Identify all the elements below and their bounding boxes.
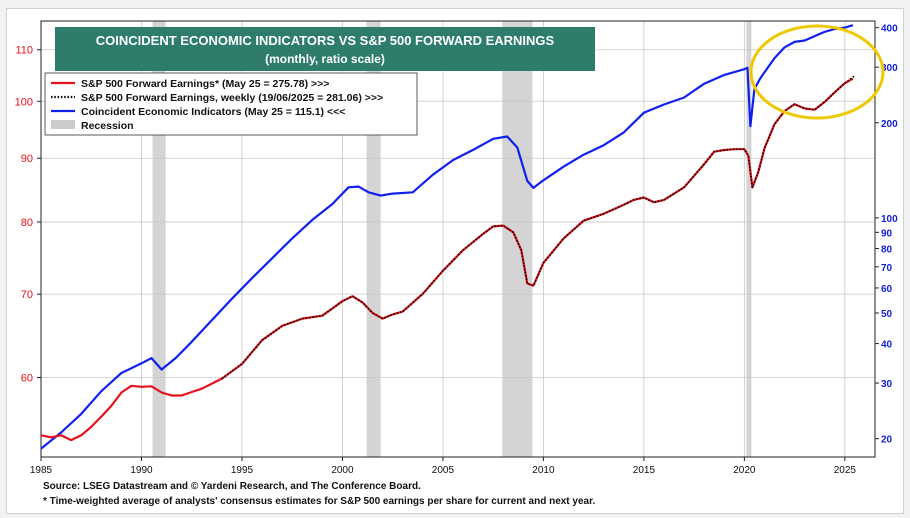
x-tick-label: 1985: [30, 465, 53, 476]
right-tick-label: 90: [881, 228, 893, 239]
plot-border: [40, 20, 876, 458]
legend-label: S&P 500 Forward Earnings* (May 25 = 275.…: [81, 78, 329, 90]
legend-label: Coincident Economic Indicators (May 25 =…: [81, 106, 345, 118]
highlight-ellipse: [749, 24, 885, 120]
right-tick-label: 80: [881, 244, 893, 255]
footnote: * Time-weighted average of analysts' con…: [43, 496, 596, 507]
series-line: [40, 77, 854, 442]
right-tick-label: 400: [881, 24, 898, 35]
right-tick-label: 30: [881, 379, 893, 390]
right-tick-label: 300: [881, 63, 898, 74]
right-tick-label: 60: [881, 284, 893, 295]
right-tick-label: 200: [881, 119, 898, 130]
chart-subtitle: (monthly, ratio scale): [265, 52, 385, 66]
x-tick-label: 2000: [331, 465, 354, 476]
x-tick-label: 2020: [733, 465, 756, 476]
right-tick-label: 20: [881, 435, 893, 446]
chart-frame: 60 70 80 90 100 110 20 30 40 50 60 70 80 90 100 200 300 4…: [6, 8, 904, 514]
left-tick-label: 100: [15, 96, 33, 108]
legend-label: Recession: [81, 120, 134, 132]
x-tick-label: 1990: [130, 465, 153, 476]
title-box: [55, 27, 595, 71]
source-note: Source: LSEG Datastream and © Yardeni Re…: [43, 481, 421, 492]
legend-swatch: [51, 120, 75, 129]
right-tick-label: 40: [881, 340, 893, 351]
legend-label: S&P 500 Forward Earnings, weekly (19/06/…: [81, 92, 383, 104]
x-tick-label: 2010: [532, 465, 555, 476]
left-tick-label: 80: [21, 217, 33, 229]
x-tick-label: 2005: [432, 465, 455, 476]
left-tick-label: 110: [15, 45, 33, 57]
right-tick-label: 50: [881, 309, 893, 320]
left-tick-label: 90: [21, 153, 33, 165]
series-line: [40, 24, 854, 450]
series-line: [221, 75, 855, 380]
right-tick-label: 70: [881, 263, 893, 274]
chart-title: COINCIDENT ECONOMIC INDICATORS VS S&P 50…: [96, 33, 555, 48]
right-tick-label: 100: [881, 214, 898, 225]
legend-box: [44, 72, 418, 136]
x-tick-label: 1995: [231, 465, 254, 476]
x-tick-label: 2015: [633, 465, 656, 476]
x-tick-label: 2025: [834, 465, 857, 476]
left-tick-label: 70: [21, 289, 33, 301]
left-tick-label: 60: [21, 373, 33, 385]
chart: 60 70 80 90 100 110 20 30 40 50 60 70 80 90 100 200 300 4…: [15, 20, 898, 476]
recession-band: [746, 21, 752, 457]
